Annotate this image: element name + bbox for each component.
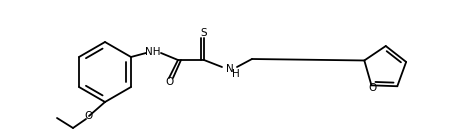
- Text: NH: NH: [145, 47, 161, 57]
- Text: N: N: [226, 64, 233, 74]
- Text: O: O: [85, 111, 93, 121]
- Text: S: S: [200, 28, 207, 38]
- Text: H: H: [232, 69, 239, 79]
- Text: O: O: [368, 83, 376, 93]
- Text: O: O: [166, 77, 174, 87]
